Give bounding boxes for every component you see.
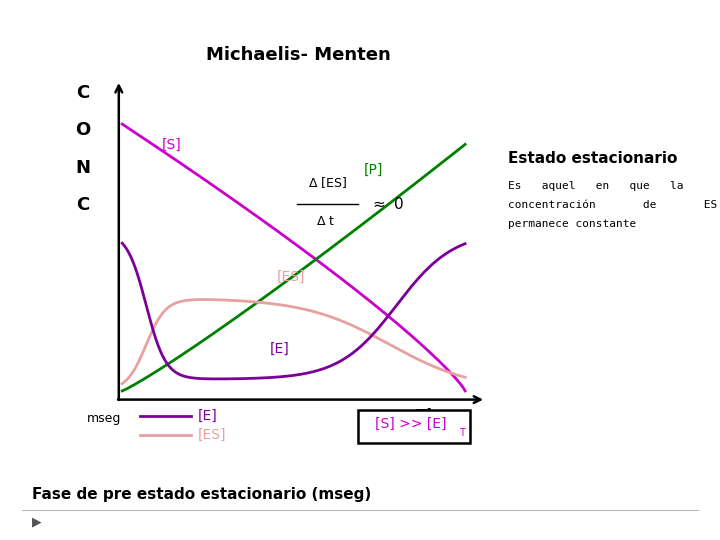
Text: Time: Time	[416, 408, 462, 426]
Text: T: T	[459, 428, 464, 438]
Text: [ES]: [ES]	[277, 269, 306, 284]
Text: $\Delta$ [ES]: $\Delta$ [ES]	[308, 175, 347, 190]
Text: [ES]: [ES]	[198, 428, 227, 442]
Text: [E]: [E]	[198, 409, 217, 423]
Text: Michaelis- Menten: Michaelis- Menten	[207, 46, 391, 64]
Text: concentración       de       ES: concentración de ES	[508, 200, 717, 210]
Text: [S] >> [E]: [S] >> [E]	[374, 417, 446, 431]
Text: Es   aquel   en   que   la: Es aquel en que la	[508, 181, 683, 191]
Text: ▶: ▶	[32, 516, 42, 529]
Text: Estado estacionario: Estado estacionario	[508, 151, 677, 166]
Text: O: O	[75, 122, 91, 139]
Text: C: C	[76, 84, 89, 102]
Text: Fase de pre estado estacionario (mseg): Fase de pre estado estacionario (mseg)	[32, 487, 372, 502]
Text: mseg: mseg	[87, 411, 122, 424]
Text: permanece constante: permanece constante	[508, 219, 636, 229]
Text: $\Delta$ t: $\Delta$ t	[316, 215, 336, 228]
Text: [P]: [P]	[364, 163, 383, 177]
Text: [E]: [E]	[270, 342, 289, 356]
Text: [S]: [S]	[162, 138, 181, 152]
Text: N: N	[76, 159, 90, 177]
Bar	[358, 410, 469, 443]
Text: $\approx$ 0: $\approx$ 0	[370, 196, 404, 212]
Text: C: C	[76, 197, 89, 214]
